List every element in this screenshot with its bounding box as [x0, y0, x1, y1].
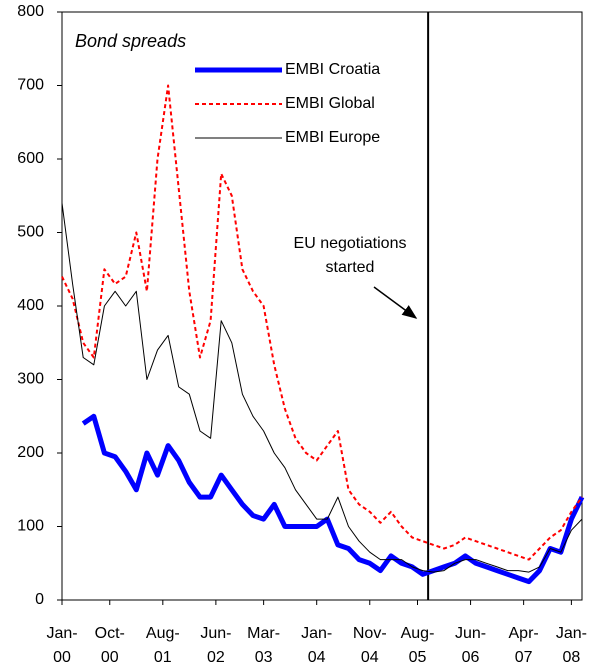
annotation: EU negotiations started: [293, 235, 407, 276]
x-tick-label: Jun-02: [200, 625, 232, 666]
x-tick-label: Jan-00: [46, 625, 78, 666]
y-tick-label: 500: [17, 224, 44, 241]
y-tick-label: 600: [17, 150, 44, 167]
x-tick-label: Aug-01: [145, 625, 180, 666]
x-tick-label: Nov-04: [352, 625, 387, 666]
annotation: Bond spreads: [75, 31, 186, 51]
y-tick-label: 400: [17, 297, 44, 314]
legend-label: EMBI Global: [285, 95, 375, 112]
y-tick-label: 200: [17, 444, 44, 461]
annotation-arrow: [373, 286, 418, 319]
series-line: [61, 203, 583, 573]
series-line: [81, 413, 585, 585]
x-tick-label: Jan-04: [301, 625, 333, 666]
x-tick-label: Apr-07: [508, 625, 539, 666]
y-tick-label: 800: [17, 3, 44, 20]
y-tick-label: 700: [17, 77, 44, 94]
x-tick-label: Jan-08: [555, 625, 587, 666]
y-tick-label: 100: [17, 518, 44, 535]
x-tick-label: Mar-03: [247, 625, 281, 666]
x-tick-label: Jun-06: [455, 625, 487, 666]
series-line: [61, 84, 583, 561]
y-tick-label: 300: [17, 371, 44, 388]
x-tick-label: Aug-05: [400, 625, 435, 666]
legend-label: EMBI Croatia: [285, 61, 380, 78]
x-tick-label: Oct-00: [94, 625, 125, 666]
legend-label: EMBI Europe: [285, 129, 380, 146]
y-tick-label: 0: [35, 591, 44, 608]
